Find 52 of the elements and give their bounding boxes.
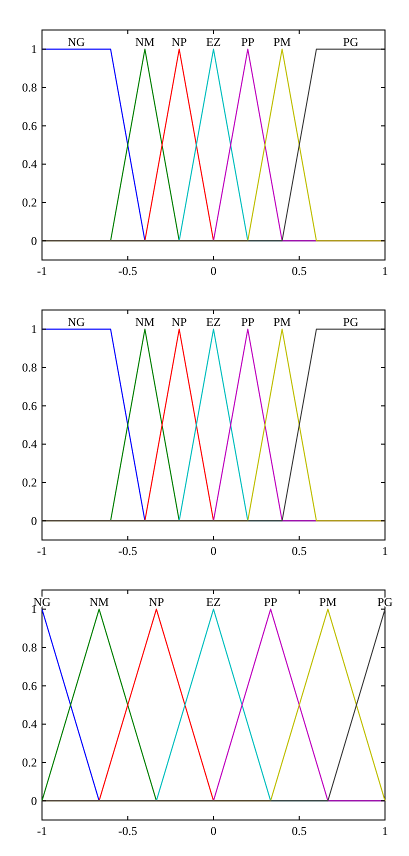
y-tick-label: 0	[31, 234, 37, 248]
x-tick-label: 0.5	[292, 544, 307, 558]
series-label: PP	[241, 315, 255, 330]
series-label: NP	[148, 595, 164, 610]
y-tick-label: 0.2	[22, 196, 37, 210]
x-tick-label: -0.5	[118, 544, 138, 558]
x-tick-label: 1	[382, 824, 388, 838]
y-tick-label: 0.8	[22, 80, 37, 94]
series-label: NM	[135, 315, 155, 330]
series-label: EZ	[206, 35, 221, 50]
y-tick-label: 0.6	[22, 398, 37, 413]
x-tick-label: -1	[37, 264, 47, 278]
y-tick-label: 0.4	[22, 437, 37, 452]
y-tick-label: 1	[31, 322, 37, 336]
y-tick-label: 0.2	[22, 756, 37, 770]
series-label: NM	[135, 35, 155, 50]
y-tick-label: 0.6	[22, 118, 37, 133]
x-tick-label: 0	[210, 264, 216, 278]
x-tick-label: 0.5	[292, 264, 307, 278]
y-tick-label: 0	[31, 794, 37, 808]
x-tick-label: 1	[382, 544, 388, 558]
x-tick-label: -0.5	[118, 824, 138, 838]
y-tick-label: 0.8	[22, 360, 37, 374]
y-tick-label: 0.8	[22, 640, 37, 654]
series-label: NP	[172, 35, 188, 50]
series-label: NG	[68, 35, 86, 50]
y-tick-label: 0.6	[22, 678, 37, 693]
x-tick-label: 0	[210, 544, 216, 558]
series-label: PM	[273, 35, 292, 50]
series-label: EZ	[206, 595, 221, 610]
series-label: PM	[273, 315, 292, 330]
x-tick-label: 0.5	[292, 824, 307, 838]
x-tick-label: -0.5	[118, 264, 138, 278]
series-label: PP	[264, 595, 278, 610]
y-tick-label: 0.4	[22, 157, 37, 172]
series-label: NP	[172, 315, 188, 330]
x-tick-label: 0	[210, 824, 216, 838]
y-tick-label: 1	[31, 42, 37, 56]
y-tick-label: 0.2	[22, 476, 37, 490]
x-tick-label: -1	[37, 824, 47, 838]
x-tick-label: -1	[37, 544, 47, 558]
y-tick-label: 0.4	[22, 717, 37, 732]
series-label: NM	[89, 595, 110, 610]
series-label: PG	[343, 315, 359, 330]
x-tick-label: 1	[382, 264, 388, 278]
series-label: PM	[319, 595, 337, 610]
y-tick-label: 1	[31, 602, 37, 616]
series-label: EZ	[206, 315, 221, 330]
series-label: PP	[241, 35, 255, 50]
series-label: NG	[68, 315, 86, 330]
y-tick-label: 0	[31, 514, 37, 528]
series-label: PG	[343, 35, 359, 50]
